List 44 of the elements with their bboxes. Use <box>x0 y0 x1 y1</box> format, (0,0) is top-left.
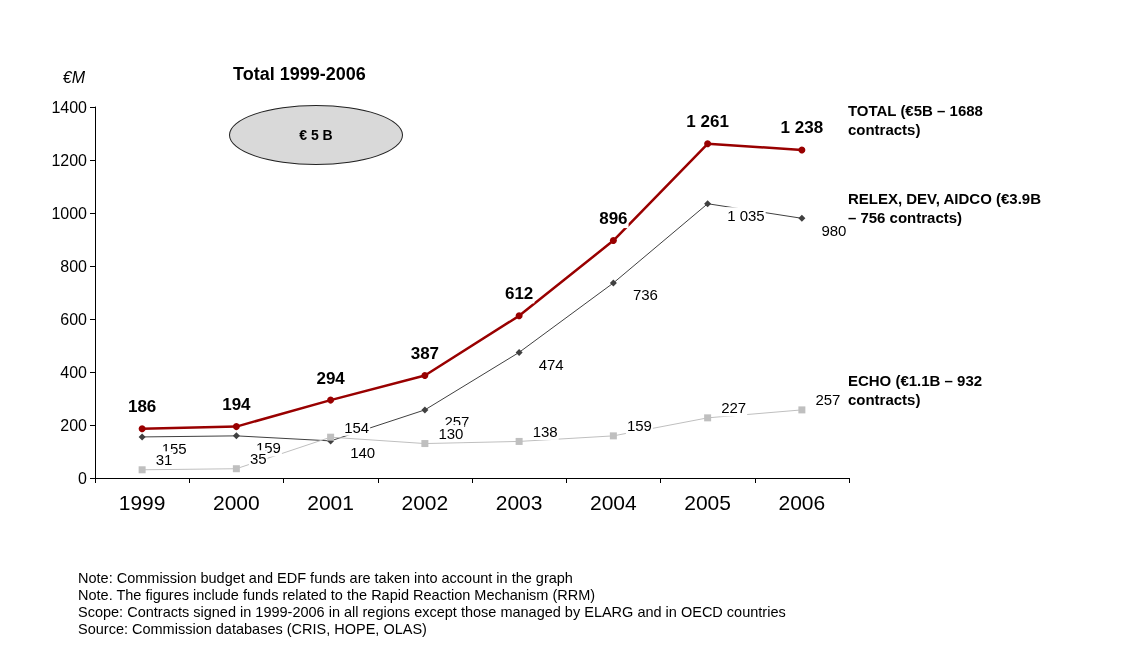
data-label: 138 <box>532 422 558 440</box>
data-label: 294 <box>316 368 346 388</box>
data-label: 736 <box>632 286 658 304</box>
y-tick-label: 1400 <box>51 98 88 116</box>
data-label: 474 <box>538 355 564 373</box>
data-label: 159 <box>626 417 652 435</box>
y-tick-label: 0 <box>78 469 88 487</box>
source-note: Source: Commission databases (CRIS, HOPE, OLAS) <box>78 621 428 638</box>
data-label: 257 <box>815 391 841 409</box>
data-label: 140 <box>350 444 376 462</box>
y-tick-label: 800 <box>60 257 88 275</box>
data-label: 194 <box>222 395 252 415</box>
data-label: 227 <box>721 399 747 417</box>
text: Scope: Contracts signed in 1999-2006 in all regions except those managed by ELARG and in OECD countries <box>78 604 786 621</box>
y-tick-label: 200 <box>60 416 88 434</box>
data-label: 186 <box>127 397 157 417</box>
data-label: 130 <box>438 425 464 443</box>
y-axis-title: €M <box>62 68 86 86</box>
text: TOTAL (€5B – 1688 contracts) <box>847 101 988 138</box>
text: RELEX, DEV, AIDCO (€3.9B – 756 contracts) <box>847 190 1046 227</box>
text: Note. The figures include funds related to the Rapid Reaction Mechanism (RRM) <box>78 587 597 604</box>
text: Note: Commission budget and EDF funds are taken into account in the graph <box>78 570 574 587</box>
y-tick-label: 1200 <box>51 151 88 169</box>
x-tick-label: 2004 <box>590 491 638 514</box>
x-tick-label: 2003 <box>495 491 543 514</box>
data-label: 896 <box>599 209 628 229</box>
text: ECHO (€1.1B – 932 contracts) <box>847 371 987 408</box>
data-label: 612 <box>504 284 534 304</box>
x-tick-label: 2005 <box>684 491 731 514</box>
y-tick-label: 600 <box>60 310 88 328</box>
x-tick-label: 2000 <box>213 491 260 514</box>
x-tick-label: 2006 <box>778 491 826 514</box>
data-label: 980 <box>821 221 847 239</box>
data-label: 1 035 <box>727 207 765 225</box>
data-label: 1 238 <box>780 118 824 138</box>
y-tick-label: 400 <box>60 363 88 381</box>
data-label: 1 261 <box>686 112 729 132</box>
y-tick-label: 1000 <box>51 204 88 222</box>
data-label: 387 <box>410 343 440 363</box>
data-label: 154 <box>344 418 370 436</box>
x-tick-label: 2002 <box>401 491 449 514</box>
x-tick-label: 1999 <box>118 491 166 514</box>
chart-title: Total 1999-2006 <box>233 64 366 84</box>
x-tick-label: 2001 <box>307 491 354 514</box>
